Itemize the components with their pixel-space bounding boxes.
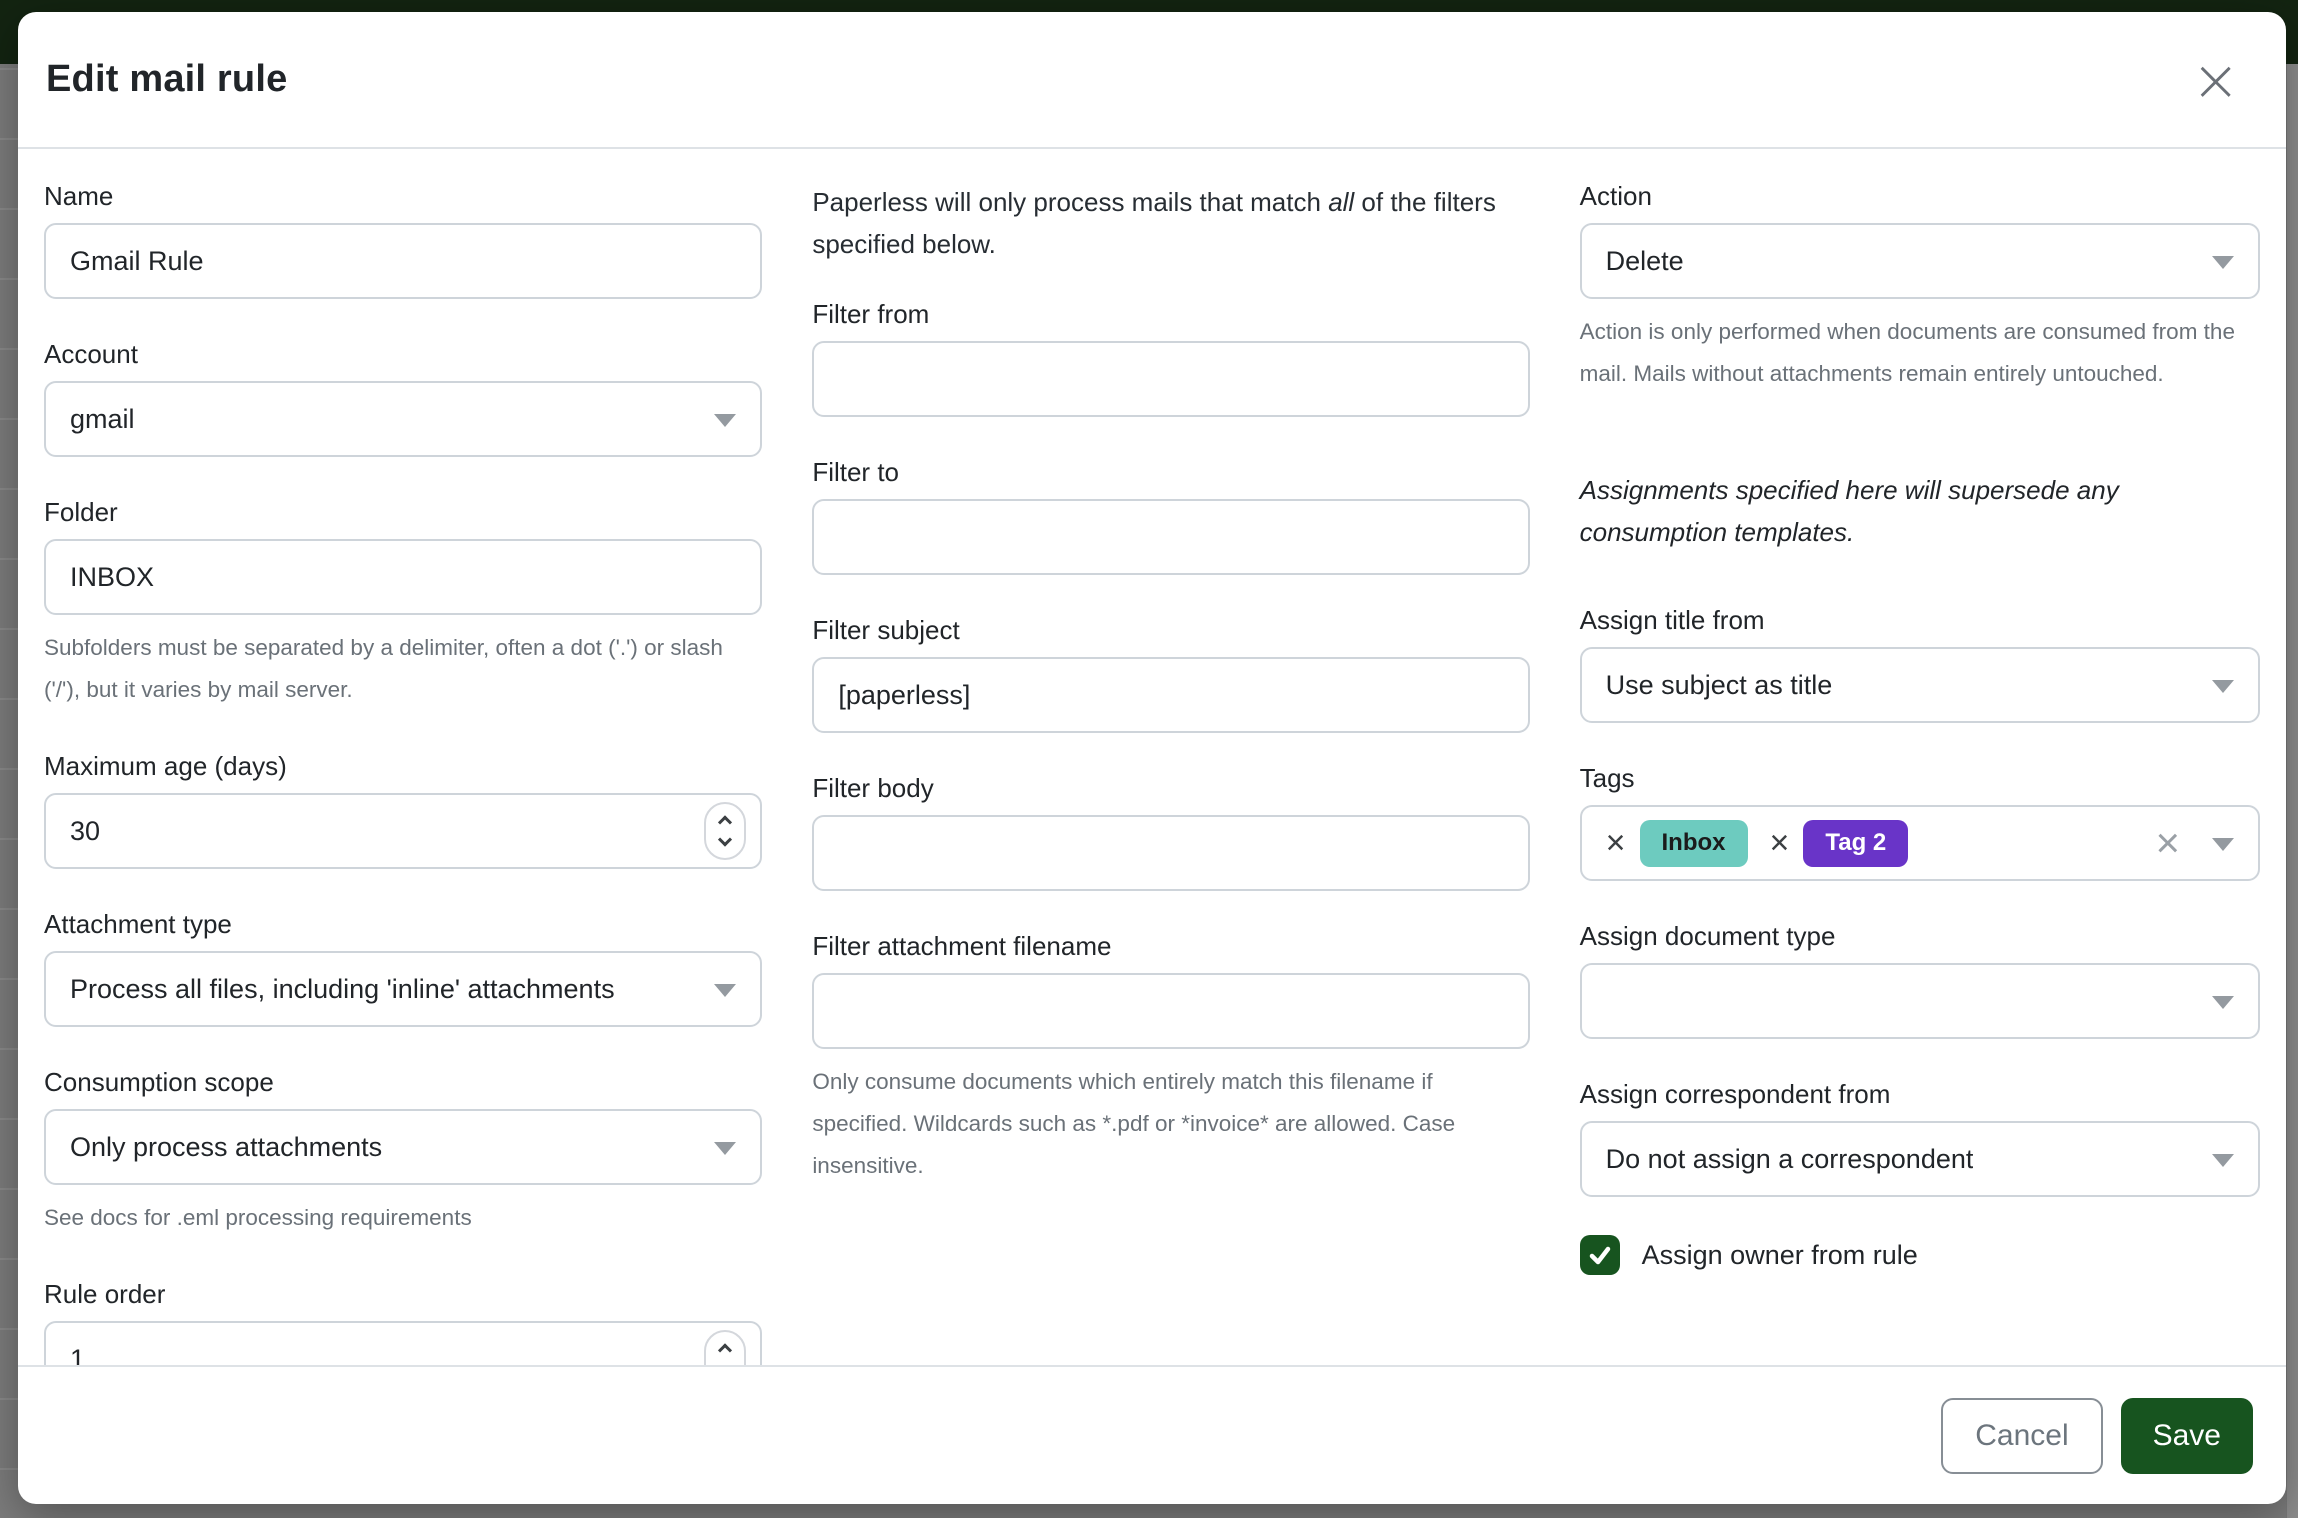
assign-owner-checkbox[interactable] [1579, 1235, 1620, 1275]
cancel-button[interactable]: Cancel [1941, 1397, 2103, 1474]
account-select[interactable]: gmail [44, 381, 763, 457]
checkmark-icon [1589, 1246, 1610, 1265]
chevron-down-icon [714, 414, 737, 427]
consumption-scope-select[interactable]: Only process attachments [44, 1109, 763, 1185]
filter-body-input[interactable] [812, 815, 1530, 891]
assign-title-from-select[interactable]: Use subject as title [1579, 647, 2260, 723]
clear-tags-icon[interactable]: × [2155, 819, 2180, 866]
chevron-down-icon [2211, 838, 2234, 851]
filter-to-label: Filter to [812, 457, 899, 487]
filter-subject-field-group: Filter subject [812, 613, 1530, 733]
consumption-scope-label: Consumption scope [44, 1067, 274, 1097]
chevron-down-icon [714, 1142, 737, 1155]
filter-to-field-group: Filter to [812, 455, 1530, 575]
maximum-age-stepper[interactable] [704, 802, 747, 860]
folder-help-text: Subfolders must be separated by a delimi… [44, 635, 723, 702]
filter-attachment-filename-help-text: Only consume documents which entirely ma… [812, 1069, 1456, 1178]
action-help-text: Action is only performed when documents … [1579, 319, 2235, 386]
action-column: Action Delete Action is only performed w… [1579, 179, 2260, 1365]
action-select[interactable]: Delete [1579, 223, 2260, 299]
close-icon[interactable]: × [2185, 51, 2246, 109]
filter-attachment-filename-field-group: Filter attachment filename Only consume … [812, 929, 1530, 1187]
remove-tag-icon[interactable]: × [1605, 824, 1626, 862]
dialog-footer: Cancel Save [18, 1365, 2286, 1504]
attachment-type-label: Attachment type [44, 909, 232, 939]
page-scrollbar[interactable] [2286, 64, 2298, 1518]
edit-mail-rule-dialog: Edit mail rule × Name Account gmail Fold… [18, 12, 2286, 1504]
chevron-down-icon [2211, 996, 2234, 1009]
attachment-type-select[interactable]: Process all files, including 'inline' at… [44, 951, 763, 1027]
chevron-down-icon [2211, 256, 2234, 269]
name-input[interactable] [44, 223, 763, 299]
dialog-header: Edit mail rule × [18, 12, 2286, 149]
assign-owner-row: Assign owner from rule [1579, 1235, 2260, 1275]
chevron-down-icon [714, 984, 737, 997]
account-field-group: Account gmail [44, 337, 763, 457]
assign-correspondent-from-select[interactable]: Do not assign a correspondent [1579, 1121, 2260, 1197]
consumption-scope-select-value: Only process attachments [70, 1131, 383, 1162]
assignments-note: Assignments specified here will supersed… [1579, 475, 2119, 547]
assign-document-type-select[interactable] [1579, 963, 2260, 1039]
filter-body-field-group: Filter body [812, 771, 1530, 891]
action-label: Action [1579, 181, 1652, 211]
filter-attachment-filename-input[interactable] [812, 973, 1530, 1049]
maximum-age-field-group: Maximum age (days) [44, 749, 763, 869]
dialog-body: Name Account gmail Folder Subfolders mus… [18, 149, 2286, 1365]
chevron-down-icon [2211, 1154, 2234, 1167]
tags-select[interactable]: × Inbox × Tag 2 × [1579, 805, 2260, 881]
filter-from-input[interactable] [812, 341, 1530, 417]
rule-settings-column: Name Account gmail Folder Subfolders mus… [44, 179, 763, 1365]
name-label: Name [44, 181, 114, 211]
stepper-up-icon[interactable] [718, 815, 733, 830]
action-select-value: Delete [1605, 245, 1684, 276]
folder-input[interactable] [44, 539, 763, 615]
assign-document-type-label: Assign document type [1579, 921, 1836, 951]
stepper-down-icon[interactable] [718, 1360, 733, 1365]
attachment-type-select-value: Process all files, including 'inline' at… [70, 973, 615, 1004]
assign-correspondent-from-label: Assign correspondent from [1579, 1079, 1891, 1109]
rule-order-stepper[interactable] [704, 1330, 747, 1365]
filters-intro-emphasis: all [1328, 187, 1355, 217]
rule-order-field-group: Rule order [44, 1277, 763, 1365]
tag-chip-tag-2: Tag 2 [1803, 819, 1909, 867]
dialog-title: Edit mail rule [46, 58, 288, 100]
account-label: Account [44, 339, 138, 369]
assign-owner-label: Assign owner from rule [1641, 1239, 1918, 1270]
account-select-value: gmail [70, 403, 135, 434]
filter-body-label: Filter body [812, 773, 934, 803]
filters-intro-text: Paperless will only process mails that m… [812, 187, 1496, 259]
assign-title-field-group: Assign title from Use subject as title [1579, 603, 2260, 723]
folder-field-group: Folder Subfolders must be separated by a… [44, 495, 763, 711]
filter-subject-label: Filter subject [812, 615, 960, 645]
stepper-up-icon[interactable] [718, 1343, 733, 1358]
tags-label: Tags [1579, 763, 1635, 793]
tag-chip-inbox: Inbox [1639, 819, 1748, 867]
filter-to-input[interactable] [812, 499, 1530, 575]
filter-from-field-group: Filter from [812, 297, 1530, 417]
filter-attachment-filename-label: Filter attachment filename [812, 931, 1112, 961]
maximum-age-label: Maximum age (days) [44, 751, 287, 781]
maximum-age-input[interactable] [44, 793, 763, 869]
assign-document-type-field-group: Assign document type [1579, 919, 2260, 1039]
name-field-group: Name [44, 179, 763, 299]
action-field-group: Action Delete Action is only performed w… [1579, 179, 2260, 395]
chevron-down-icon [2211, 680, 2234, 693]
attachment-type-field-group: Attachment type Process all files, inclu… [44, 907, 763, 1027]
rule-order-label: Rule order [44, 1279, 166, 1309]
rule-order-input[interactable] [44, 1321, 763, 1365]
save-button[interactable]: Save [2120, 1397, 2253, 1474]
filter-subject-input[interactable] [812, 657, 1530, 733]
filter-from-label: Filter from [812, 299, 930, 329]
assign-title-from-select-value: Use subject as title [1605, 669, 1833, 700]
remove-tag-icon[interactable]: × [1769, 824, 1790, 862]
consumption-scope-help-text: See docs for .eml processing requirement… [44, 1205, 472, 1230]
consumption-scope-field-group: Consumption scope Only process attachmen… [44, 1065, 763, 1239]
tags-field-group: Tags × Inbox × Tag 2 × [1579, 761, 2260, 881]
stepper-down-icon[interactable] [718, 832, 733, 847]
assign-correspondent-field-group: Assign correspondent from Do not assign … [1579, 1077, 2260, 1197]
filters-column: Paperless will only process mails that m… [812, 179, 1530, 1365]
assign-title-from-label: Assign title from [1579, 605, 1765, 635]
folder-label: Folder [44, 497, 118, 527]
assign-correspondent-from-select-value: Do not assign a correspondent [1605, 1143, 1974, 1174]
